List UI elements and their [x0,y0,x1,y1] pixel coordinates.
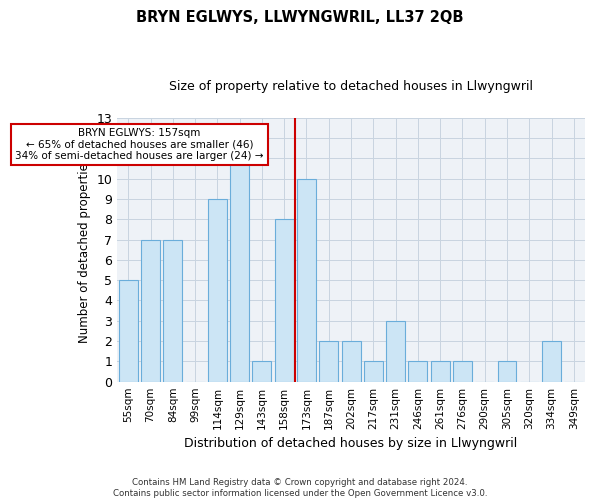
Bar [297,178,316,382]
Text: BRYN EGLWYS, LLWYNGWRIL, LL37 2QB: BRYN EGLWYS, LLWYNGWRIL, LL37 2QB [136,10,464,25]
Bar [275,220,293,382]
Bar [141,240,160,382]
Bar [253,362,271,382]
Bar [319,341,338,382]
Bar [409,362,427,382]
Bar [163,240,182,382]
Bar [119,280,138,382]
Bar [497,362,517,382]
Text: BRYN EGLWYS: 157sqm
← 65% of detached houses are smaller (46)
34% of semi-detach: BRYN EGLWYS: 157sqm ← 65% of detached ho… [15,128,263,161]
Bar [364,362,383,382]
Bar [341,341,361,382]
Bar [208,199,227,382]
Y-axis label: Number of detached properties: Number of detached properties [78,156,91,342]
Bar [453,362,472,382]
Title: Size of property relative to detached houses in Llwyngwril: Size of property relative to detached ho… [169,80,533,93]
X-axis label: Distribution of detached houses by size in Llwyngwril: Distribution of detached houses by size … [184,437,518,450]
Bar [386,321,405,382]
Bar [431,362,449,382]
Text: Contains HM Land Registry data © Crown copyright and database right 2024.
Contai: Contains HM Land Registry data © Crown c… [113,478,487,498]
Bar [230,158,249,382]
Bar [542,341,561,382]
